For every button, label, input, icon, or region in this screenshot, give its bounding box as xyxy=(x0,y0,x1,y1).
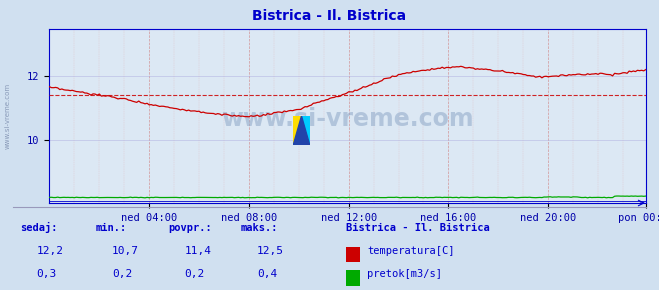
Polygon shape xyxy=(293,116,302,145)
Text: 0,4: 0,4 xyxy=(257,269,277,279)
Text: Bistrica - Il. Bistrica: Bistrica - Il. Bistrica xyxy=(346,223,490,233)
Text: pretok[m3/s]: pretok[m3/s] xyxy=(367,269,442,279)
Text: 10,7: 10,7 xyxy=(112,246,139,256)
Text: povpr.:: povpr.: xyxy=(168,223,212,233)
Polygon shape xyxy=(293,116,310,145)
Text: Bistrica - Il. Bistrica: Bistrica - Il. Bistrica xyxy=(252,9,407,23)
Text: min.:: min.: xyxy=(96,223,127,233)
Polygon shape xyxy=(302,116,310,145)
Text: 11,4: 11,4 xyxy=(185,246,212,256)
Text: temperatura[C]: temperatura[C] xyxy=(367,246,455,256)
Text: sedaj:: sedaj: xyxy=(20,222,57,233)
Text: 0,2: 0,2 xyxy=(112,269,132,279)
Text: 12,5: 12,5 xyxy=(257,246,284,256)
Text: www.si-vreme.com: www.si-vreme.com xyxy=(5,83,11,149)
Text: 0,3: 0,3 xyxy=(36,269,57,279)
Text: www.si-vreme.com: www.si-vreme.com xyxy=(221,108,474,131)
Text: 0,2: 0,2 xyxy=(185,269,205,279)
Text: maks.:: maks.: xyxy=(241,223,278,233)
Text: 12,2: 12,2 xyxy=(36,246,63,256)
